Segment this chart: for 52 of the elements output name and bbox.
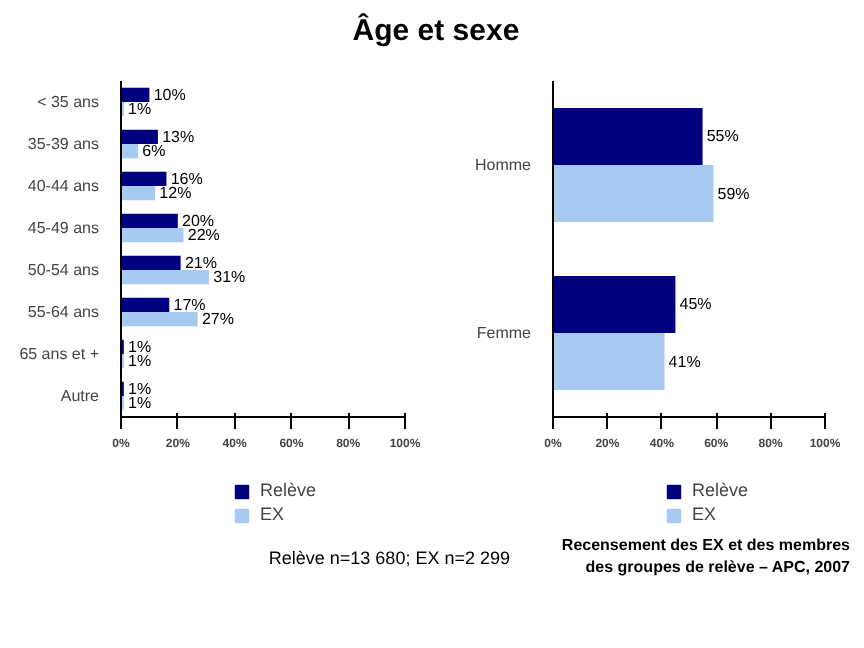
- data-label: 41%: [668, 352, 701, 371]
- data-label: 27%: [201, 310, 234, 329]
- data-label: 20%: [182, 211, 215, 230]
- data-label: 1%: [128, 379, 152, 398]
- bar: [121, 87, 150, 102]
- bar: [121, 171, 167, 186]
- data-label: 55%: [706, 127, 739, 146]
- legend-label: Relève: [692, 480, 749, 500]
- bar: [121, 270, 210, 285]
- bar: [553, 275, 676, 333]
- legend-label: EX: [692, 504, 719, 524]
- y-tick-label: < 35 ans: [37, 93, 100, 111]
- data-label: 31%: [213, 268, 246, 287]
- data-label: 1%: [128, 352, 152, 371]
- data-label: 45%: [679, 295, 712, 314]
- data-label: 12%: [159, 184, 192, 203]
- data-label: 1%: [128, 100, 152, 119]
- y-tick-label: 45-49 ans: [27, 219, 100, 237]
- bar: [121, 129, 158, 144]
- bar: [553, 333, 665, 391]
- legend-label: Relève: [260, 480, 317, 500]
- y-tick-label: 50-54 ans: [27, 261, 100, 279]
- bar: [121, 297, 170, 312]
- data-label: 17%: [173, 295, 206, 314]
- data-label: 10%: [153, 85, 186, 104]
- data-label: 1%: [128, 337, 152, 356]
- bar: [553, 107, 703, 165]
- data-label: 59%: [717, 184, 750, 203]
- chart-title: Âge et sexe: [352, 11, 520, 52]
- y-tick-label: Autre: [60, 387, 101, 405]
- data-label: 13%: [162, 127, 195, 146]
- text: Recensement des EX et des membres des groupes de relève – APC, 2007: [559, 534, 850, 580]
- bar: [553, 165, 714, 223]
- data-label: 22%: [187, 226, 220, 245]
- legend-label: EX: [260, 504, 287, 524]
- bar: [121, 255, 181, 270]
- y-tick-label: 55-64 ans: [27, 303, 100, 321]
- y-tick-label: 40-44 ans: [27, 177, 100, 195]
- y-tick-label: 65 ans et +: [19, 345, 100, 363]
- bar: [121, 213, 178, 228]
- data-label: 21%: [184, 253, 217, 272]
- bar: [121, 144, 139, 159]
- bar: [121, 186, 156, 201]
- text: Relève n=13 680; EX n=2 299: [268, 546, 510, 572]
- data-label: 6%: [142, 142, 166, 161]
- y-tick-label: Homme: [474, 156, 533, 174]
- data-label: 16%: [170, 169, 203, 188]
- bar: [121, 228, 184, 243]
- y-tick-label: 35-39 ans: [27, 135, 100, 153]
- y-tick-label: Femme: [476, 324, 533, 342]
- bar: [121, 312, 198, 327]
- data-label: 1%: [128, 394, 152, 413]
